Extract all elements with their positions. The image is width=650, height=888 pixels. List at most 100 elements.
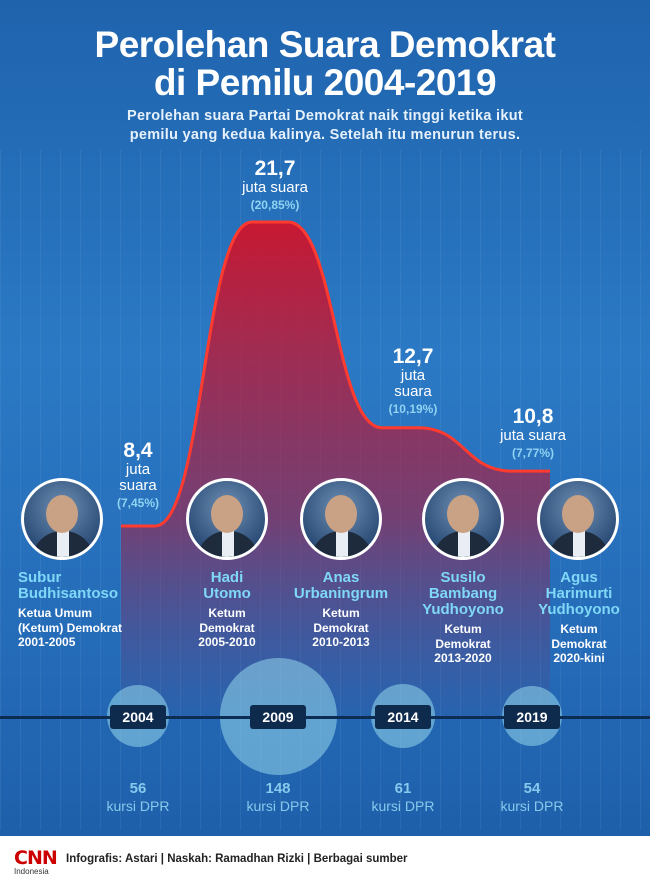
person-role: Ketum Demokrat 2010-2013 [281,606,401,650]
logo-text: CNN [14,847,58,869]
person-role: Ketum Demokrat 2013-2020 [408,622,518,666]
name-line: Yudhoyono [422,601,504,618]
value-percent: (7,45%) [116,496,160,510]
footer-bar [0,836,650,888]
name-line: Budhisantoso [18,585,118,602]
portrait-agus-harimurti-yudhoyono [537,478,619,560]
year-label-2004: 2004 [110,705,166,729]
portrait-head [211,495,243,533]
portrait-head [325,495,357,533]
value-percent: (7,77%) [511,446,555,460]
role-line: 2005-2010 [198,635,256,649]
role-line: Demokrat [551,636,607,651]
value-number: 21,7 [254,157,296,180]
portrait-hadi-utomo [186,478,268,560]
value-label-2004: 8,4 juta suara (7,45%) [98,440,178,512]
role-line: Ketum [444,622,482,636]
role-line: 2020-kini [553,651,605,665]
value-percent: (20,85%) [250,198,300,212]
portrait-shirt [573,531,585,557]
cnn-indonesia-logo: CNN Indonesia [14,847,58,877]
value-label-2009: 21,7 juta suara (20,85%) [220,158,330,214]
name-line: Anas [322,569,360,586]
logo-subtext: Indonesia [14,867,49,876]
role-line: 2001-2005 [18,635,76,649]
role-line: Demokrat [199,620,255,635]
subtitle-line-1: Perolehan suara Partai Demokrat naik tin… [126,108,524,124]
name-line: Subur [18,569,62,586]
value-unit: suara [119,477,157,494]
role-line: Ketua Umum [18,606,93,620]
seats-label: kursi DPR [371,798,435,814]
portrait-anas-urbaningrum [300,478,382,560]
role-line: Demokrat [435,636,491,651]
seats-2014: 61 kursi DPR [358,780,448,814]
value-unit: juta [125,461,151,478]
name-line: Agus [560,569,598,586]
portrait-head [46,495,78,533]
year-label-2014: 2014 [375,705,431,729]
seats-2009: 148 kursi DPR [233,780,323,814]
role-line: 2013-2020 [434,651,492,665]
seats-2019: 54 kursi DPR [487,780,577,814]
role-line: Ketum [322,606,360,620]
role-line: Ketum [208,606,246,620]
role-line: Ketum [560,622,598,636]
value-number: 8,4 [123,439,153,462]
role-line: 2010-2013 [312,635,370,649]
value-percent: (10,19%) [388,402,438,416]
person-name: Anas Urbaningrum [281,570,401,602]
seats-number: 61 [394,780,412,797]
name-line: Harimurti [545,585,613,602]
portrait-shirt [57,531,69,557]
person-name: Agus Harimurti Yudhoyono [524,570,634,618]
name-line: Urbaningrum [293,585,389,602]
person-name: Subur Budhisantoso [4,570,154,602]
portrait-susilo-bambang-yudhoyono [422,478,504,560]
value-unit: suara [394,383,432,400]
seats-2004: 56 kursi DPR [93,780,183,814]
value-number: 12,7 [392,345,434,368]
portrait-head [447,495,479,533]
title-line-1: Perolehan Suara Demokrat [94,24,556,65]
portrait-shirt [336,531,348,557]
subtitle-line-2: pemilu yang kedua kalinya. Setelah itu m… [129,127,521,143]
value-number: 10,8 [512,405,554,428]
value-unit: juta suara [242,179,308,196]
name-line: Yudhoyono [538,601,620,618]
name-line: Utomo [203,585,251,602]
role-line: Demokrat [313,620,369,635]
portrait-head [562,495,594,533]
seats-number: 54 [523,780,541,797]
vote-line [121,220,550,528]
portrait-subur-budhisantoso [21,478,103,560]
value-unit: juta [400,367,426,384]
role-line: (Ketum) Demokrat [18,620,123,635]
name-line: Bambang [428,585,498,602]
credits-text: Infografis: Astari | Naskah: Ramadhan Ri… [66,853,408,865]
name-line: Susilo [440,569,486,586]
timeline-axis [0,716,650,719]
portrait-shirt [458,531,470,557]
seats-number: 148 [265,780,291,797]
value-unit: juta suara [500,427,566,444]
portrait-shirt [222,531,234,557]
value-label-2014: 12,7 juta suara (10,19%) [368,346,458,418]
person-name: Hadi Utomo [172,570,282,602]
year-label-2019: 2019 [504,705,560,729]
person-role: Ketum Demokrat 2005-2010 [172,606,282,650]
seats-number: 56 [129,780,147,797]
person-role: Ketum Demokrat 2020-kini [524,622,634,666]
seats-label: kursi DPR [500,798,564,814]
name-line: Hadi [210,569,244,586]
year-label-2009: 2009 [250,705,306,729]
vote-area [121,222,550,718]
title-line-2: di Pemilu 2004-2019 [153,62,497,103]
person-role: Ketua Umum (Ketum) Demokrat 2001-2005 [18,606,168,650]
seats-label: kursi DPR [246,798,310,814]
person-name: Susilo Bambang Yudhoyono [408,570,518,618]
value-label-2019: 10,8 juta suara (7,77%) [478,406,588,462]
seats-label: kursi DPR [106,798,170,814]
